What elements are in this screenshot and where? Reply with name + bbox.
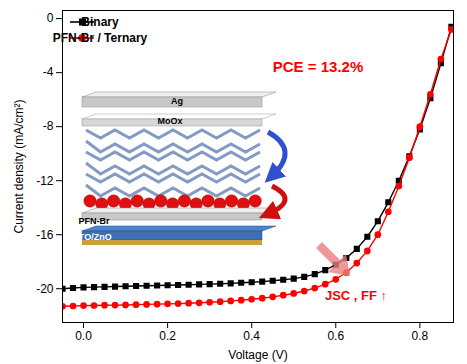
svg-text:ITO/ZnO: ITO/ZnO [76,232,111,242]
svg-text:0.4: 0.4 [243,329,260,343]
svg-text:0.0: 0.0 [75,329,92,343]
svg-text:-8: -8 [43,119,54,133]
svg-text:MoOx: MoOx [157,116,182,126]
svg-text:PCE = 13.2%: PCE = 13.2% [273,58,363,75]
svg-text:-12: -12 [36,174,54,188]
svg-text:JSC , FF ↑: JSC , FF ↑ [325,288,387,303]
svg-text:Current density (mA/cm²): Current density (mA/cm²) [12,99,26,233]
svg-text:Voltage (V): Voltage (V) [228,348,287,362]
svg-text:0.8: 0.8 [412,329,429,343]
svg-text:-4: -4 [43,65,54,79]
svg-text:-16: -16 [36,228,54,242]
svg-text:0.6: 0.6 [327,329,344,343]
svg-text:Ag: Ag [171,96,183,106]
svg-text:-20: -20 [36,282,54,296]
svg-text:PFN-Br: PFN-Br [79,216,110,226]
svg-text:0.2: 0.2 [159,329,176,343]
svg-text:0: 0 [47,11,54,25]
svg-text:PFN-Br / Ternary: PFN-Br / Ternary [53,31,148,45]
svg-text:Binary: Binary [81,15,119,29]
